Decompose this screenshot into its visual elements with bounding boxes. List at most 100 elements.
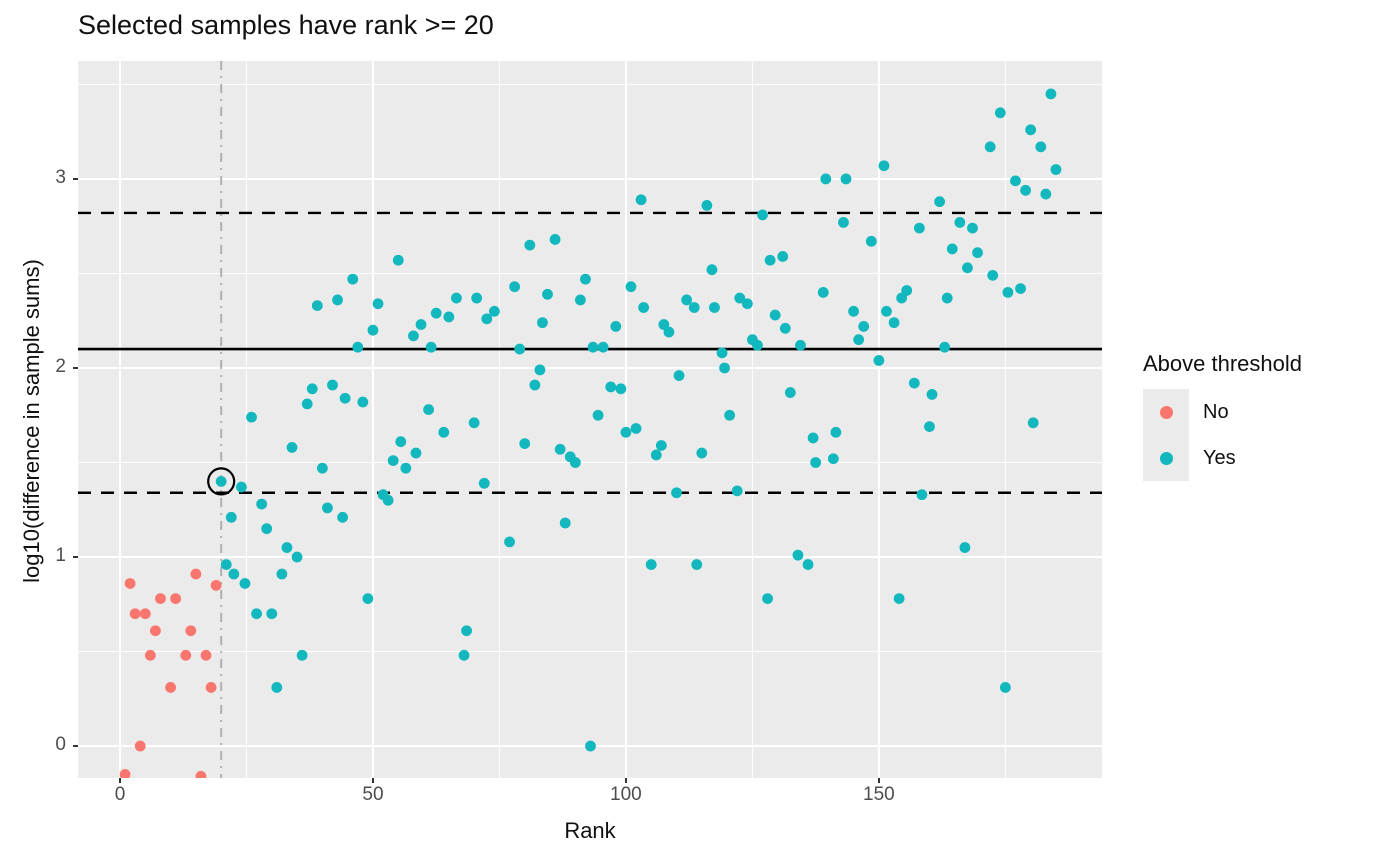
point-yes <box>481 313 493 325</box>
point-yes <box>225 511 237 523</box>
point-yes <box>271 682 283 693</box>
point-yes <box>972 247 983 259</box>
point-yes <box>415 319 427 330</box>
point-yes <box>443 311 455 323</box>
point-yes <box>246 411 257 423</box>
scatter-plot <box>78 61 1102 778</box>
point-yes <box>757 209 768 221</box>
point-yes <box>408 330 419 342</box>
point-yes <box>549 234 561 245</box>
point-no <box>165 682 176 693</box>
x-tick-label: 50 <box>362 784 384 805</box>
point-yes <box>934 196 945 208</box>
point-no <box>210 579 222 591</box>
point-yes <box>719 362 730 374</box>
x-tick-mark <box>371 778 374 783</box>
point-yes <box>1027 417 1039 429</box>
point-no <box>119 769 131 778</box>
point-yes <box>1040 188 1052 200</box>
point-yes <box>913 222 925 234</box>
point-yes <box>509 281 521 293</box>
point-yes <box>301 398 313 410</box>
point-yes <box>316 462 328 474</box>
point-yes <box>261 523 273 535</box>
legend-label-no: No <box>1203 400 1229 423</box>
point-yes <box>939 341 951 353</box>
point-yes <box>311 300 323 312</box>
point-yes <box>777 251 789 262</box>
point-yes <box>962 262 973 274</box>
point-yes <box>620 426 632 438</box>
point-yes <box>967 222 978 234</box>
legend-key-yes <box>1143 435 1189 481</box>
x-tick-label: 0 <box>114 784 126 805</box>
point-yes <box>410 447 422 459</box>
plot-panel <box>78 61 1102 778</box>
point-yes <box>228 568 240 580</box>
point-yes <box>987 269 999 281</box>
highlight-circle <box>207 467 236 496</box>
point-yes <box>734 292 746 304</box>
point-yes <box>881 305 892 317</box>
point-yes <box>706 264 718 276</box>
point-yes <box>1015 283 1026 294</box>
point-yes <box>696 447 708 459</box>
point-yes <box>357 396 369 408</box>
point-yes <box>461 625 472 637</box>
point-yes <box>1045 88 1057 100</box>
point-yes <box>630 423 642 434</box>
point-yes <box>251 608 262 620</box>
point-yes <box>691 559 703 570</box>
point-yes <box>784 387 796 398</box>
plot-title: Selected samples have rank >= 20 <box>78 10 494 40</box>
point-yes <box>959 542 971 553</box>
point-yes <box>655 440 667 451</box>
point-yes <box>878 160 890 172</box>
point-yes <box>709 302 720 313</box>
legend-key-no <box>1143 389 1189 435</box>
point-yes <box>337 511 349 523</box>
point-yes <box>559 517 571 529</box>
point-yes <box>916 489 928 501</box>
point-yes <box>592 409 604 421</box>
point-yes <box>256 498 268 510</box>
point-no <box>150 625 161 637</box>
point-yes <box>635 194 647 206</box>
point-yes <box>795 339 806 351</box>
point-yes <box>382 494 394 506</box>
point-yes <box>580 273 591 285</box>
point-yes <box>1025 124 1037 136</box>
point-yes <box>569 457 581 468</box>
point-no <box>180 649 192 661</box>
point-yes <box>1020 184 1032 196</box>
point-yes <box>827 453 839 465</box>
point-no <box>170 593 182 605</box>
x-axis-title: Rank <box>564 818 616 843</box>
point-yes <box>537 317 548 329</box>
point-yes <box>554 443 566 455</box>
x-tick-mark <box>877 778 880 783</box>
point-yes <box>865 235 877 247</box>
point-yes <box>764 254 776 266</box>
point-yes <box>438 426 450 438</box>
point-yes <box>514 343 526 355</box>
point-yes <box>946 243 958 255</box>
legend-label-yes: Yes <box>1203 446 1236 469</box>
y-tick-label: 2 <box>55 355 66 377</box>
point-yes <box>873 355 885 366</box>
point-yes <box>701 200 713 211</box>
point-yes <box>810 457 822 468</box>
point-yes <box>650 449 662 461</box>
point-no <box>129 608 141 620</box>
point-yes <box>741 298 753 310</box>
point-yes <box>658 319 670 330</box>
point-yes <box>347 273 359 285</box>
point-yes <box>387 455 399 467</box>
point-yes <box>984 141 996 153</box>
point-yes <box>400 462 412 474</box>
point-no <box>144 649 156 661</box>
point-yes <box>478 477 490 489</box>
point-no <box>200 649 212 661</box>
point-yes <box>638 302 650 313</box>
